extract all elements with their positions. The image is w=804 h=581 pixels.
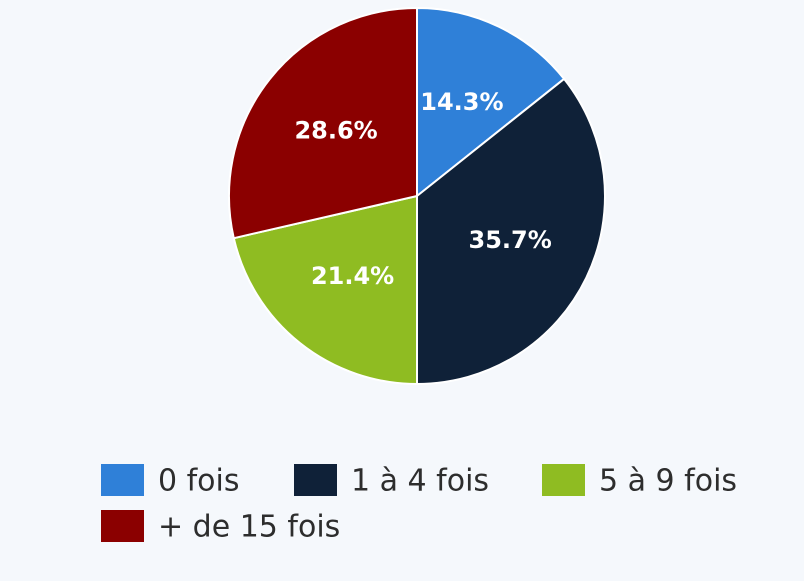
value-label: 35.7% — [469, 226, 552, 254]
legend-label: 0 fois — [158, 464, 240, 499]
value-label: 14.3% — [420, 88, 503, 116]
value-label: 28.6% — [294, 117, 377, 145]
pie-slice — [232, 194, 418, 386]
legend-swatch — [101, 510, 144, 542]
pie-slice — [228, 6, 418, 240]
legend-label: 5 à 9 fois — [599, 464, 737, 499]
value-label: 21.4% — [311, 262, 394, 290]
pie-slice — [416, 6, 566, 199]
legend-label: 1 à 4 fois — [351, 464, 489, 499]
legend-label: + de 15 fois — [158, 510, 340, 545]
legend-swatch — [101, 464, 144, 496]
legend-swatch — [542, 464, 585, 496]
legend-swatch — [294, 464, 337, 496]
pie-slice — [416, 77, 606, 386]
